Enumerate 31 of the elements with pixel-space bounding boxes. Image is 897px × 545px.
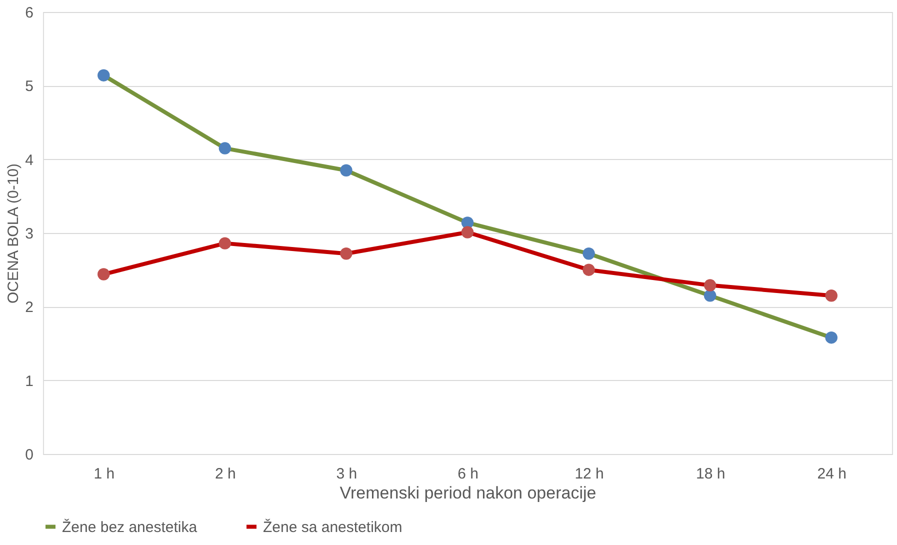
y-tick-label: 1 — [25, 372, 34, 390]
legend-label: Žene sa anestetikom — [263, 518, 402, 536]
y-axis-title: OCENA BOLA (0-10) — [5, 163, 22, 304]
point — [582, 248, 595, 260]
x-tick-label: 12 h — [574, 466, 604, 482]
y-tick-label: 4 — [25, 152, 34, 169]
x-tick-label: 3 h — [336, 466, 358, 482]
y-tick-label: 2 — [25, 299, 34, 316]
x-tick-label: 18 h — [696, 466, 726, 482]
point — [98, 69, 110, 82]
y-tick-label: 6 — [25, 4, 34, 22]
y-tick-label: 0 — [25, 446, 34, 464]
x-tick-label: 24 h — [817, 466, 846, 482]
point — [582, 264, 595, 276]
y-tick-label: 5 — [25, 78, 34, 96]
point — [340, 248, 352, 260]
point — [98, 268, 110, 280]
point — [340, 164, 352, 176]
point — [704, 279, 716, 292]
x-tick-label: 1 h — [94, 466, 115, 482]
x-tick-label: 2 h — [215, 466, 236, 482]
x-tick-label: 6 h — [458, 466, 478, 482]
point — [218, 237, 232, 250]
legend-label: Žene bez anestetika — [62, 518, 198, 536]
x-axis-title: Vremenski period nakon operacije — [340, 484, 596, 502]
point — [825, 290, 838, 302]
point — [461, 226, 474, 238]
point — [825, 331, 838, 344]
point — [704, 290, 716, 302]
point — [218, 142, 232, 154]
y-tick-label: 3 — [25, 226, 34, 242]
